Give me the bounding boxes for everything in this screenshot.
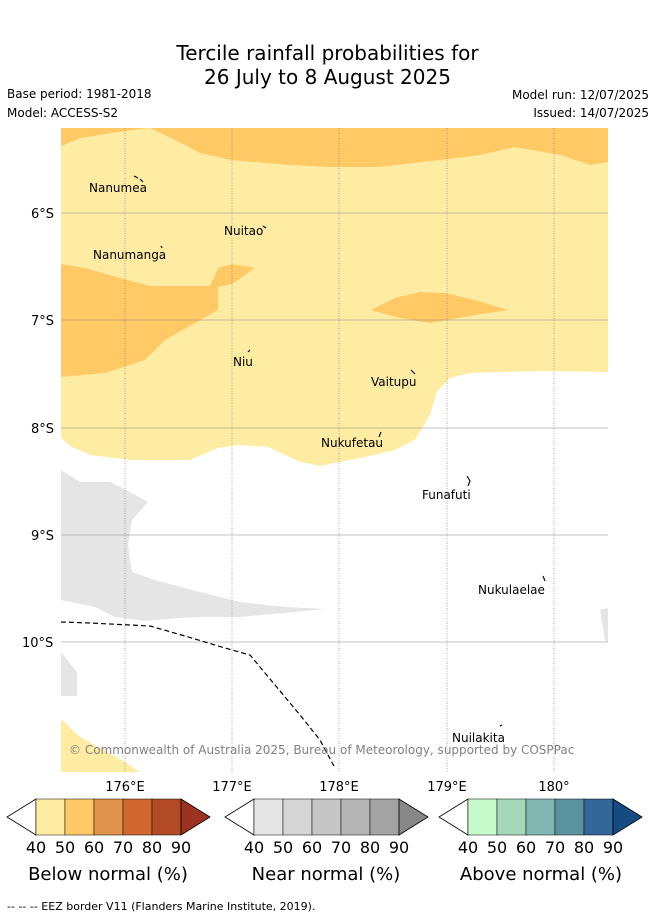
below-normal-50-top-region — [61, 128, 608, 167]
lon-label-178e: 178°E — [319, 780, 359, 795]
colorbar-title-below: Below normal (%) — [28, 864, 188, 885]
below-swatch-40 — [35, 798, 66, 836]
below-normal-50-central-region — [371, 292, 508, 323]
lon-label-180: 180° — [538, 780, 569, 795]
above-tick-50: 50 — [487, 838, 507, 857]
near-swatch-70 — [340, 798, 371, 836]
above-swatch-40 — [467, 798, 498, 836]
copyright-notice: © Commonwealth of Australia 2025, Bureau… — [69, 743, 574, 757]
lat-label-10s: 10°S — [22, 636, 53, 651]
below-swatch-70 — [122, 798, 153, 836]
lat-label-8s: 8°S — [31, 422, 54, 437]
lon-label-176e: 176°E — [105, 780, 145, 795]
graticule-lat — [61, 212, 608, 643]
place-label-nanumanga: Nanumanga — [93, 248, 166, 262]
place-labels: Nanumea Nuitao Nanumanga Niu Vaitupu Nuk… — [89, 181, 545, 745]
above-tick-60: 60 — [516, 838, 536, 857]
model-run: Model run: 12/07/2025 — [511, 88, 649, 102]
lon-label-179e: 179°E — [427, 780, 467, 795]
below-tick-50: 50 — [55, 838, 75, 857]
below-tick-90: 90 — [171, 838, 191, 857]
near-swatch-60 — [311, 798, 342, 836]
near-swatch-50 — [282, 798, 313, 836]
lat-label-6s: 6°S — [31, 207, 54, 222]
above-tick-90: 90 — [603, 838, 623, 857]
colorbar-near-normal — [224, 798, 429, 836]
near-tick-80: 80 — [360, 838, 380, 857]
model-name: Model: ACCESS-S2 — [7, 106, 119, 120]
colorbar-title-above: Above normal (%) — [460, 864, 622, 885]
place-label-niu: Niu — [233, 355, 253, 369]
eez-border — [61, 621, 336, 769]
below-normal-50-west-region — [61, 264, 255, 377]
place-label-nukufetau: Nukufetau — [321, 436, 383, 450]
below-tick-80: 80 — [142, 838, 162, 857]
near-tick-90: 90 — [389, 838, 409, 857]
near-tick-50: 50 — [273, 838, 293, 857]
below-swatch-50 — [64, 798, 95, 836]
below-swatch-80 — [151, 798, 182, 836]
below-swatch-90 — [180, 798, 211, 836]
map-title-line-1: Tercile rainfall probabilities for — [176, 41, 479, 65]
above-swatch-90 — [612, 798, 643, 836]
islands — [133, 175, 546, 727]
above-swatch-80 — [583, 798, 614, 836]
map-title-line-2: 26 July to 8 August 2025 — [204, 65, 451, 89]
eez-legend: -- -- -- EEZ border V11 (Flanders Marine… — [7, 900, 316, 913]
below-tick-60: 60 — [84, 838, 104, 857]
place-label-nuitao: Nuitao — [224, 224, 263, 238]
near-tick-60: 60 — [302, 838, 322, 857]
lat-label-7s: 7°S — [31, 314, 54, 329]
place-label-vaitupu: Vaitupu — [371, 375, 417, 389]
near-swatch-90 — [398, 798, 429, 836]
place-label-nukulaelae: Nukulaelae — [478, 583, 545, 597]
near-normal-40-east-region — [600, 608, 608, 642]
below-swatch-60 — [93, 798, 124, 836]
above-swatch-60 — [525, 798, 556, 836]
above-tick-40: 40 — [458, 838, 478, 857]
below-normal-40-southwest-region — [61, 719, 140, 772]
near-tick-40: 40 — [244, 838, 264, 857]
near-normal-40-southwest-region — [61, 652, 77, 696]
near-swatch-80 — [369, 798, 400, 836]
place-label-nanumea: Nanumea — [89, 181, 147, 195]
near-swatch-40 — [253, 798, 284, 836]
above-swatch-50 — [496, 798, 527, 836]
colorbar-title-near: Near normal (%) — [252, 864, 401, 885]
above-tick-70: 70 — [545, 838, 565, 857]
below-normal-40-region — [61, 128, 608, 578]
near-tick-70: 70 — [331, 838, 351, 857]
lon-label-177e: 177°E — [212, 780, 252, 795]
lat-label-9s: 9°S — [31, 529, 54, 544]
place-label-nuilakita: Nuilakita — [452, 731, 505, 745]
near-normal-40-west-region — [61, 470, 325, 621]
above-tick-80: 80 — [574, 838, 594, 857]
below-tick-40: 40 — [26, 838, 46, 857]
issued-date: Issued: 14/07/2025 — [533, 106, 649, 120]
colorbar-above-normal — [438, 798, 643, 836]
place-label-funafuti: Funafuti — [422, 488, 471, 502]
base-period: Base period: 1981-2018 — [7, 87, 152, 101]
below-tick-70: 70 — [113, 838, 133, 857]
above-swatch-70 — [554, 798, 585, 836]
colorbar-below-normal — [6, 798, 211, 836]
